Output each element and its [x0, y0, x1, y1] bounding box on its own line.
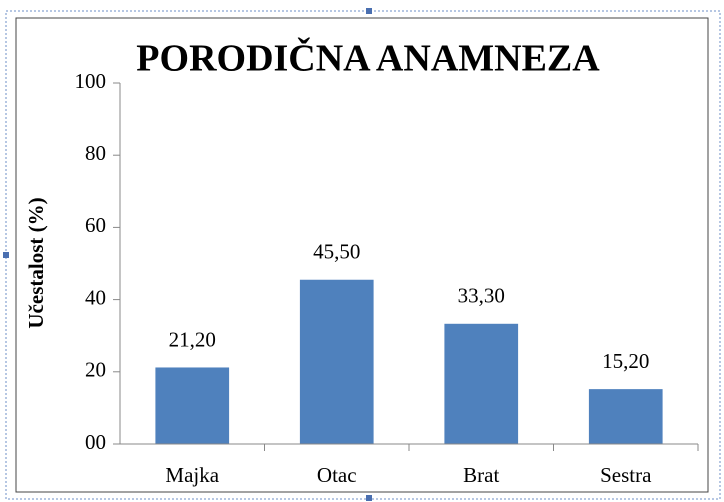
bar	[299, 279, 374, 444]
bar	[444, 323, 519, 444]
bar	[588, 389, 663, 444]
y-tick-label: 80	[85, 141, 106, 165]
y-axis-label: Učestalost (%)	[24, 197, 48, 328]
x-tick-label: Majka	[165, 463, 219, 487]
value-label: 15,20	[602, 349, 649, 373]
handle	[366, 8, 372, 14]
value-label: 21,20	[169, 327, 216, 351]
y-tick-label: 00	[85, 430, 106, 454]
y-tick-label: 20	[85, 358, 106, 382]
handle	[366, 495, 372, 501]
chart-title: PORODIČNA ANAMNEZA	[136, 37, 600, 80]
x-tick-label: Otac	[317, 463, 357, 487]
x-tick-label: Brat	[463, 463, 499, 487]
y-tick-label: 60	[85, 213, 106, 237]
y-tick-label: 100	[75, 69, 107, 93]
y-tick-label: 40	[85, 285, 106, 309]
value-label: 45,50	[313, 240, 360, 264]
handle	[3, 252, 9, 258]
bar	[155, 367, 230, 444]
x-tick-label: Sestra	[600, 463, 652, 487]
value-label: 33,30	[458, 284, 505, 308]
